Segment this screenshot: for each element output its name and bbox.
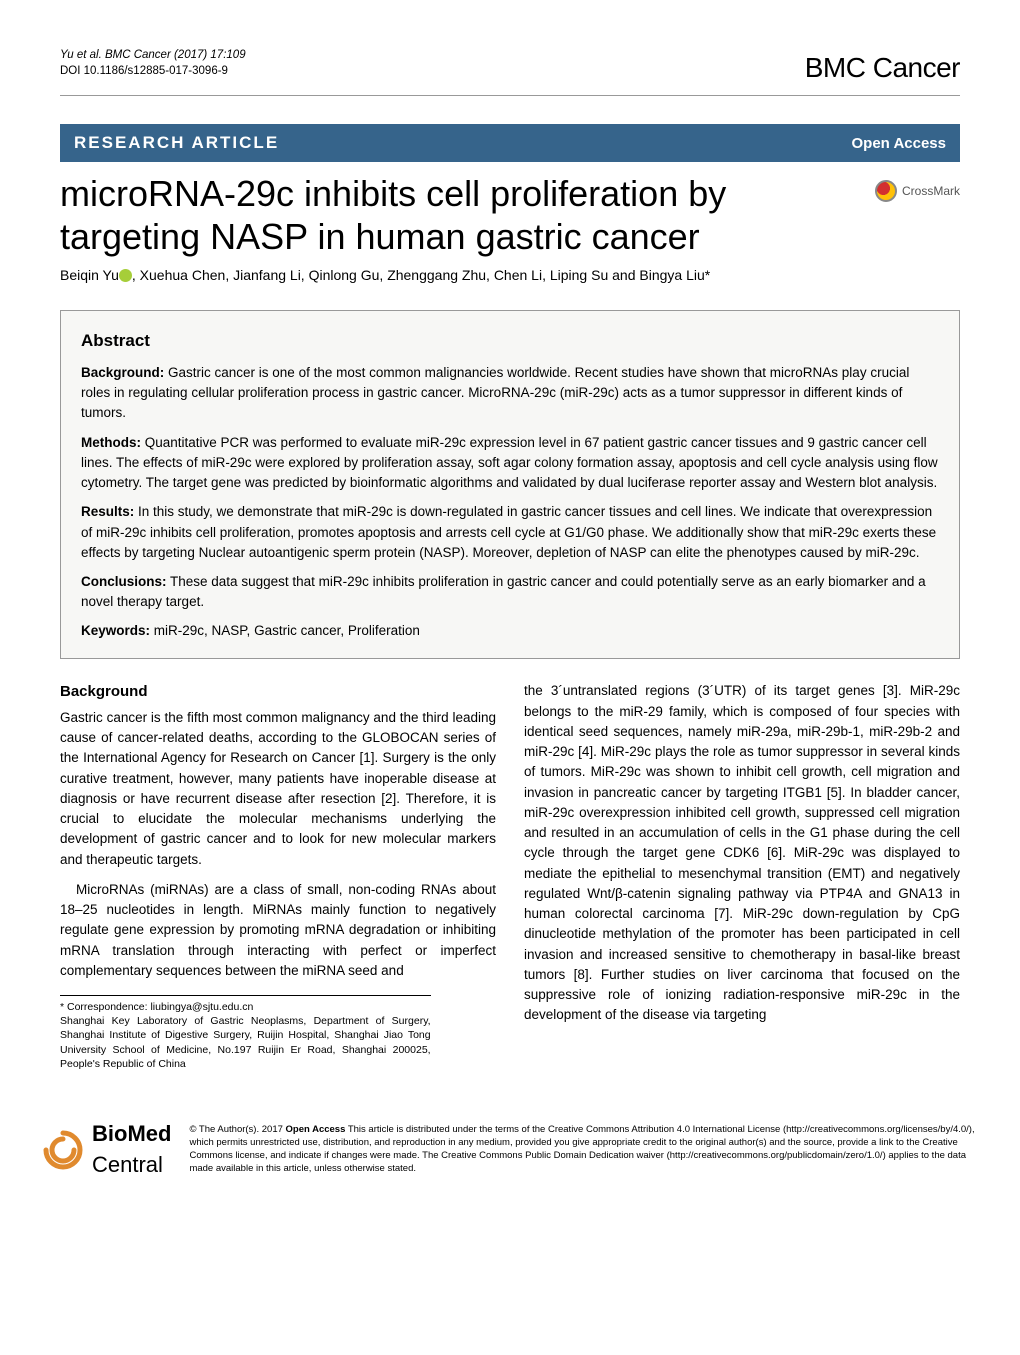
body-paragraph: MicroRNAs (miRNAs) are a class of small,… <box>60 880 496 981</box>
abstract-label: Conclusions: <box>81 574 167 589</box>
orcid-icon[interactable] <box>119 269 132 282</box>
body-paragraph: the 3´untranslated regions (3´UTR) of it… <box>524 681 960 1025</box>
abstract-heading: Abstract <box>81 329 939 353</box>
abstract-conclusions: Conclusions: These data suggest that miR… <box>81 572 939 613</box>
abstract-text: These data suggest that miR-29c inhibits… <box>81 574 926 609</box>
article-title: microRNA-29c inhibits cell proliferation… <box>60 172 865 258</box>
license-bold: Open Access <box>286 1124 346 1135</box>
doi-line: DOI 10.1186/s12885-017-3096-9 <box>60 64 246 80</box>
correspondence-email: * Correspondence: liubingya@sjtu.edu.cn <box>60 1000 431 1014</box>
biomed-central-logo: BioMed Central <box>40 1119 171 1181</box>
article-type-bar: RESEARCH ARTICLE Open Access <box>60 124 960 162</box>
footer: BioMed Central © The Author(s). 2017 Ope… <box>0 1119 1020 1201</box>
abstract-results: Results: In this study, we demonstrate t… <box>81 502 939 563</box>
abstract-text: In this study, we demonstrate that miR-2… <box>81 504 936 560</box>
crossmark-label: CrossMark <box>902 183 960 200</box>
author-first: Beiqin Yu <box>60 267 119 283</box>
license-pre: © The Author(s). 2017 <box>189 1124 285 1135</box>
header: Yu et al. BMC Cancer (2017) 17:109 DOI 1… <box>60 48 960 96</box>
open-access-label: Open Access <box>852 133 947 154</box>
abstract-label: Background: <box>81 365 164 380</box>
column-right: the 3´untranslated regions (3´UTR) of it… <box>524 681 960 1071</box>
abstract-label: Results: <box>81 504 134 519</box>
correspondence-affiliation: Shanghai Key Laboratory of Gastric Neopl… <box>60 1014 431 1071</box>
body-paragraph: Gastric cancer is the fifth most common … <box>60 708 496 870</box>
abstract-box: Abstract Background: Gastric cancer is o… <box>60 310 960 659</box>
journal-logo: BMC Cancer <box>805 48 960 87</box>
keywords-label: Keywords: <box>81 623 150 638</box>
abstract-label: Methods: <box>81 435 141 450</box>
background-heading: Background <box>60 681 496 704</box>
abstract-text: Gastric cancer is one of the most common… <box>81 365 909 421</box>
bmc-wordmark: BioMed Central <box>92 1119 171 1181</box>
citation-block: Yu et al. BMC Cancer (2017) 17:109 DOI 1… <box>60 48 246 79</box>
crossmark-icon <box>875 180 897 202</box>
bmc-swirl-icon <box>40 1127 86 1173</box>
license-text: © The Author(s). 2017 Open Access This a… <box>189 1124 980 1175</box>
abstract-text: Quantitative PCR was performed to evalua… <box>81 435 938 491</box>
keywords-text: miR-29c, NASP, Gastric cancer, Prolifera… <box>150 623 420 638</box>
abstract-keywords: Keywords: miR-29c, NASP, Gastric cancer,… <box>81 622 939 641</box>
body-columns: Background Gastric cancer is the fifth m… <box>60 681 960 1071</box>
abstract-background: Background: Gastric cancer is one of the… <box>81 363 939 424</box>
correspondence-block: * Correspondence: liubingya@sjtu.edu.cn … <box>60 995 431 1071</box>
authors-rest: , Xuehua Chen, Jianfang Li, Qinlong Gu, … <box>132 267 710 283</box>
crossmark-badge[interactable]: CrossMark <box>875 180 960 202</box>
column-left: Background Gastric cancer is the fifth m… <box>60 681 496 1071</box>
citation-line: Yu et al. BMC Cancer (2017) 17:109 <box>60 48 246 64</box>
authors-line: Beiqin Yu , Xuehua Chen, Jianfang Li, Qin… <box>60 266 960 286</box>
abstract-methods: Methods: Quantitative PCR was performed … <box>81 433 939 494</box>
article-type-label: RESEARCH ARTICLE <box>74 131 279 155</box>
